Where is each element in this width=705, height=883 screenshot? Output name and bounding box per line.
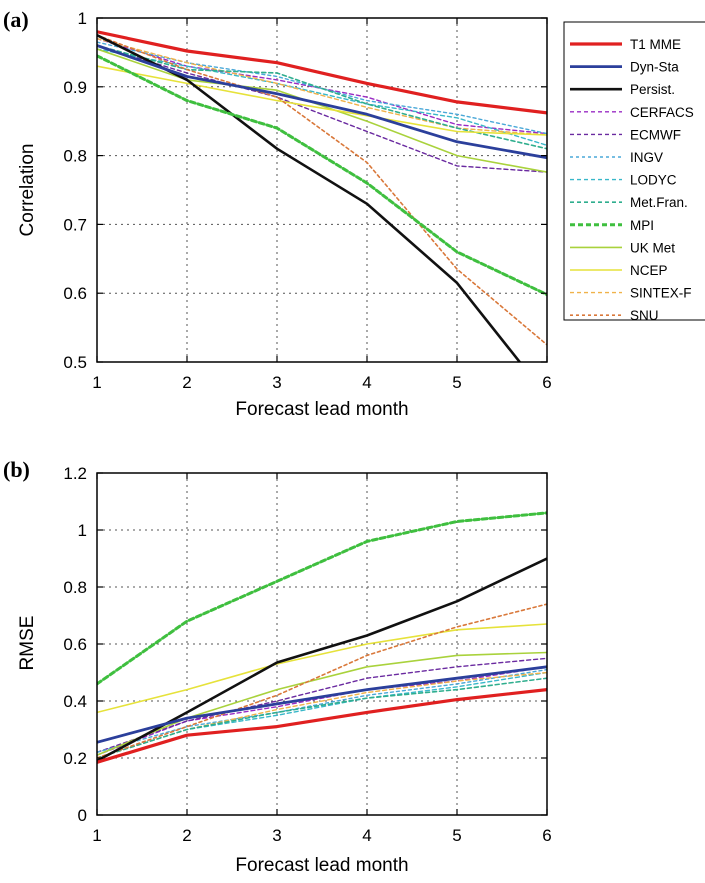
series-line-dyn-sta: [97, 44, 547, 160]
panel-b-ylabel: RMSE: [17, 616, 38, 671]
legend-label: ECMWF: [630, 127, 681, 142]
x-tick-label: 6: [542, 373, 551, 392]
legend-label: SNU: [630, 308, 659, 323]
series-line-uk-met: [97, 651, 547, 756]
panel-a-xlabel: Forecast lead month: [235, 399, 408, 420]
panel-b-tag: (b): [3, 457, 30, 482]
series-line-t1-mme: [97, 30, 547, 115]
x-tick-label: 5: [452, 826, 461, 845]
y-tick-label: 0.6: [63, 284, 87, 303]
series-line-met-fran: [97, 677, 547, 759]
series-line-lodyc: [97, 671, 547, 759]
series-line-dyn-sta: [97, 665, 547, 744]
y-tick-label: 1: [78, 521, 87, 540]
legend-label: Persist.: [630, 82, 675, 97]
y-tick-label: 1.2: [63, 464, 87, 483]
series-line-ncep: [97, 65, 547, 136]
x-tick-label: 2: [182, 826, 191, 845]
y-tick-label: 0.9: [63, 78, 87, 97]
legend-label: NCEP: [630, 263, 668, 278]
series-line-sintex-f: [97, 37, 547, 136]
x-tick-label: 1: [92, 373, 101, 392]
series-line-mpi: [97, 511, 547, 686]
legend: T1 MME Dyn-Sta Persist. CERFACS ECMWF INGV LOD…: [563, 21, 705, 323]
panel-b-grid: [96, 472, 548, 816]
series-line-ecmwf: [97, 44, 547, 173]
y-tick-label: 0: [78, 806, 87, 825]
panel-a-correlation: (a) 1 2 3 4 5 6 0.5 0.6 0.7 0.8 0.9 1 Forecast lead…: [3, 7, 552, 420]
panel-b-xlabel: Forecast lead month: [235, 855, 408, 876]
y-tick-label: 0.8: [63, 578, 87, 597]
x-tick-label: 3: [272, 373, 281, 392]
series-line-ncep: [97, 623, 547, 714]
panel-a-ylabel: Correlation: [17, 144, 38, 237]
panel-b-series: [97, 511, 547, 764]
y-tick-label: 0.8: [63, 147, 87, 166]
x-tick-label: 3: [272, 826, 281, 845]
legend-label: LODYC: [630, 173, 677, 188]
legend-label: Dyn-Sta: [630, 60, 679, 75]
x-tick-label: 4: [362, 826, 371, 845]
panel-a-series: [97, 30, 547, 362]
x-tick-label: 5: [452, 373, 461, 392]
legend-label: CERFACS: [630, 105, 694, 120]
panel-a-ticks: 1 2 3 4 5 6 0.5 0.6 0.7 0.8 0.9 1: [63, 9, 551, 392]
legend-label: INGV: [630, 150, 663, 165]
series-line-ingv: [97, 668, 547, 753]
legend-label: Met.Fran.: [630, 195, 688, 210]
series-line-ecmwf: [97, 657, 547, 753]
y-tick-label: 1: [78, 9, 87, 28]
series-line-persist: [97, 557, 547, 763]
y-tick-label: 0.2: [63, 749, 87, 768]
panel-a-frame: [96, 17, 548, 363]
x-tick-label: 4: [362, 373, 371, 392]
y-tick-label: 0.5: [63, 353, 87, 372]
series-line-t1-mme: [97, 687, 547, 764]
legend-label: MPI: [630, 218, 654, 233]
series-line-sintex-f: [97, 671, 547, 759]
series-line-uk-met: [97, 48, 547, 173]
legend-label: SINTEX-F: [630, 286, 692, 301]
panel-a-tag: (a): [3, 7, 29, 32]
y-tick-label: 0.6: [63, 635, 87, 654]
panel-b-rmse: (b) 1 2 3 4 5 6 0 0.2 0.4 0.6 0.8 1 1.2 Forecast lea…: [3, 457, 552, 876]
series-line-snu: [97, 603, 547, 759]
legend-label: UK Met: [630, 240, 675, 255]
x-tick-label: 1: [92, 826, 101, 845]
y-tick-label: 0.4: [63, 692, 87, 711]
series-line-snu: [97, 34, 547, 346]
x-tick-label: 6: [542, 826, 551, 845]
x-tick-label: 2: [182, 373, 191, 392]
series-line-mpi: [97, 54, 547, 297]
legend-label: T1 MME: [630, 37, 681, 52]
y-tick-label: 0.7: [63, 215, 87, 234]
panel-b-ticks: 1 2 3 4 5 6 0 0.2 0.4 0.6 0.8 1 1.2: [63, 464, 551, 845]
